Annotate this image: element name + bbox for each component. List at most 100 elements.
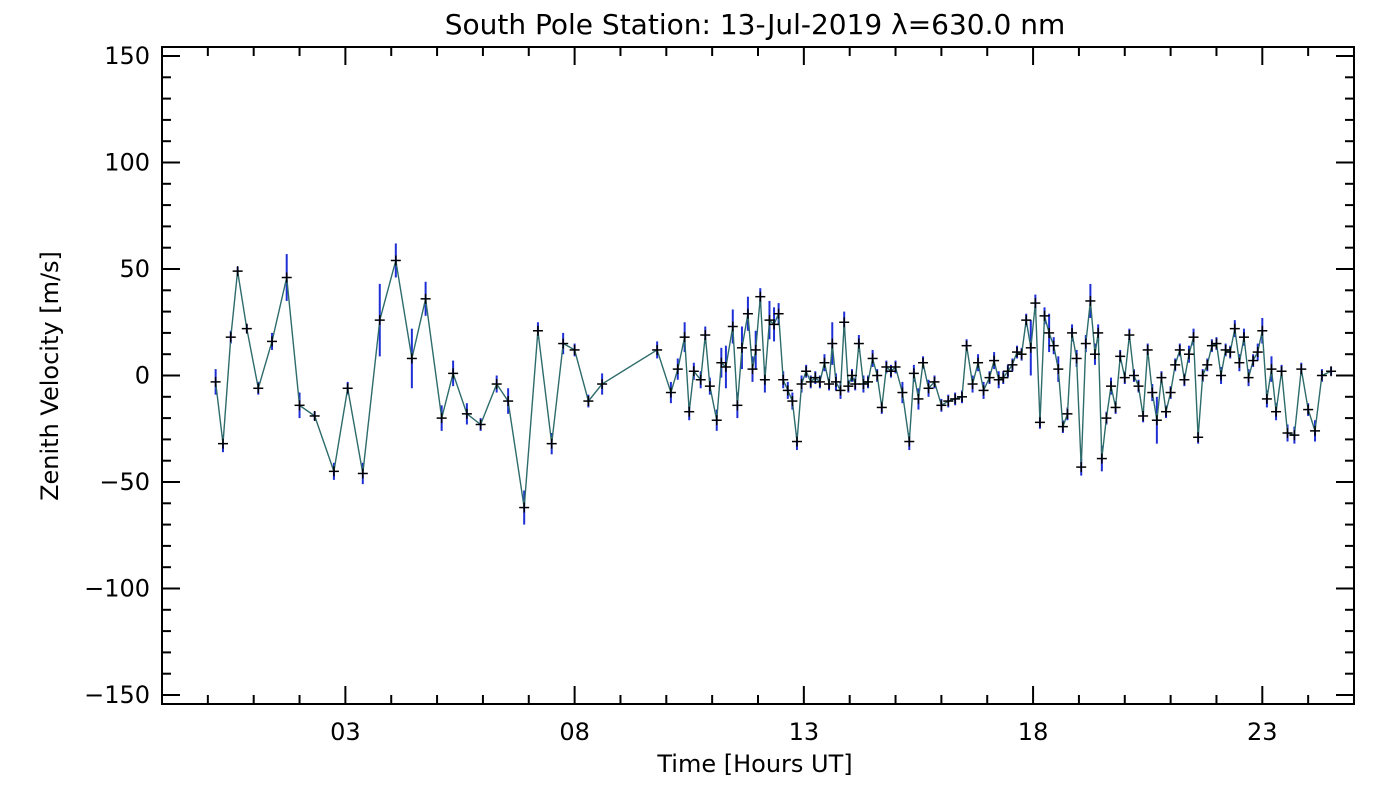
x-tick-labels: 03 08 13 18 23 <box>330 718 1277 746</box>
data-point <box>281 272 292 283</box>
data-point <box>711 415 722 426</box>
data-point <box>390 255 401 266</box>
x-tick-label: 23 <box>1247 718 1278 746</box>
data-point <box>769 319 780 330</box>
data-point <box>1119 372 1130 383</box>
data-point <box>665 387 676 398</box>
data-point <box>881 361 892 372</box>
data-point <box>1193 432 1204 443</box>
y-tick-labels: −150 −100 −50 0 50 100 150 <box>84 42 150 709</box>
data-point <box>918 357 929 368</box>
data-point <box>1170 359 1181 370</box>
data-point <box>1044 327 1055 338</box>
data-point <box>796 379 807 390</box>
data-point <box>993 374 1004 385</box>
data-point <box>1197 370 1208 381</box>
data-point <box>1034 417 1045 428</box>
data-point <box>943 396 954 407</box>
data-point <box>1062 408 1073 419</box>
data-point <box>973 357 984 368</box>
data-point <box>835 385 846 396</box>
data-point <box>1151 415 1162 426</box>
data-point <box>805 376 816 387</box>
data-point <box>672 364 683 375</box>
data-point <box>704 381 715 392</box>
data-point <box>1030 298 1041 309</box>
data-point <box>700 330 711 341</box>
data-point <box>1183 349 1194 360</box>
data-point <box>241 323 252 334</box>
data-point <box>1282 428 1293 439</box>
data-point <box>791 436 802 447</box>
data-point <box>989 355 1000 366</box>
data-point <box>839 317 850 328</box>
data-point <box>1002 366 1013 377</box>
data-point <box>1261 393 1272 404</box>
data-point <box>759 374 770 385</box>
data-point <box>863 376 874 387</box>
data-point <box>357 468 368 479</box>
data-point <box>830 376 841 387</box>
data-point <box>787 396 798 407</box>
data-point <box>1289 430 1300 441</box>
data-point <box>923 383 934 394</box>
data-point <box>755 291 766 302</box>
data-point <box>1165 387 1176 398</box>
data-point <box>773 308 784 319</box>
data-point <box>843 381 854 392</box>
data-point <box>1106 381 1117 392</box>
data-point <box>1080 338 1091 349</box>
data-point <box>1229 323 1240 334</box>
x-tick-label: 13 <box>789 718 820 746</box>
data-point <box>867 353 878 364</box>
x-axis-label: Time [Hours UT] <box>656 750 852 778</box>
y-tick-label: 0 <box>135 362 150 390</box>
data-point <box>652 344 663 355</box>
data-point <box>374 315 385 326</box>
data-point <box>679 332 690 343</box>
data-point <box>253 383 264 394</box>
data-point <box>491 379 502 390</box>
data-point <box>1188 332 1199 343</box>
data-point <box>913 393 924 404</box>
data-point <box>1310 425 1321 436</box>
data-point <box>436 413 447 424</box>
data-point <box>1025 342 1036 353</box>
data-point <box>967 379 978 390</box>
data-point <box>688 366 699 377</box>
data-point <box>1057 421 1068 432</box>
data-point <box>406 353 417 364</box>
data-point <box>1225 347 1236 358</box>
data-point <box>1161 406 1172 417</box>
error-bars <box>214 243 1333 525</box>
data-point <box>1243 372 1254 383</box>
data-point <box>225 332 236 343</box>
data-point <box>1021 315 1032 326</box>
data-point <box>1039 310 1050 321</box>
data-point <box>1179 374 1190 385</box>
data-point <box>1053 364 1064 375</box>
data-point <box>736 342 747 353</box>
plot-frame <box>161 46 1355 705</box>
data-point <box>1326 366 1337 377</box>
y-tick-label: 100 <box>104 149 150 177</box>
chart-title: South Pole Station: 13-Jul-2019 λ=630.0 … <box>445 8 1066 41</box>
data-point <box>720 361 731 372</box>
data-point <box>782 385 793 396</box>
y-tick-label: 50 <box>119 255 150 283</box>
data-point <box>1276 366 1287 377</box>
data-point <box>716 357 727 368</box>
data-point <box>824 379 835 390</box>
data-point <box>827 338 838 349</box>
x-tick-label: 18 <box>1018 718 1049 746</box>
data-point <box>267 336 278 347</box>
y-tick-label: −50 <box>99 468 150 496</box>
axis-ticks <box>161 47 1355 704</box>
data-point <box>727 321 738 332</box>
y-axis-label: Zenith Velocity [m/s] <box>36 251 64 501</box>
data-point <box>814 376 825 387</box>
data-point <box>1138 410 1149 421</box>
data-point <box>1101 413 1112 424</box>
data-point <box>217 438 228 449</box>
